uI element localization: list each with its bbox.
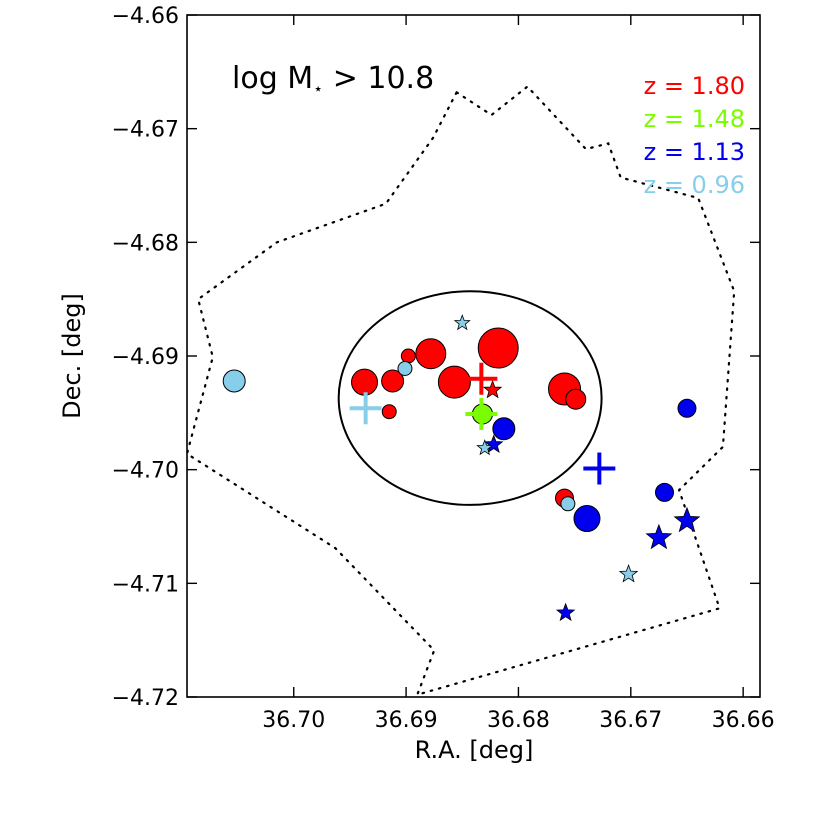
legend: z = 1.80 z = 1.48 z = 1.13 z = 0.96: [644, 72, 745, 199]
legend-entry-z113: z = 1.13: [644, 138, 745, 166]
legend-entry-z180: z = 1.80: [644, 72, 745, 100]
y-tick-label: −4.71: [112, 572, 179, 597]
center-cross-green: [465, 397, 498, 430]
y-tick-label: −4.72: [112, 686, 179, 711]
point-blue-star-19: [483, 434, 504, 453]
point-blue-star-18: [555, 602, 576, 622]
point-red-circle-6: [381, 404, 397, 420]
point-red-star-10: [482, 379, 503, 399]
legend-entry-z096: z = 0.96: [644, 171, 745, 199]
x-axis-label: R.A. [deg]: [415, 736, 534, 764]
point-red-circle-0: [477, 327, 519, 369]
y-tick-label: −4.67: [112, 118, 179, 143]
data-points-layer: [222, 314, 701, 622]
y-axis-label: Dec. [deg]: [58, 293, 86, 419]
point-blue-circle-14: [677, 398, 697, 418]
point-red-circle-8: [565, 388, 587, 410]
point-blue-star-16: [645, 523, 673, 550]
group-centers-layer: [349, 362, 616, 485]
point-blue-circle-15: [655, 482, 674, 502]
legend-entry-z148: z = 1.48: [644, 105, 745, 133]
center-cross-blue: [583, 452, 616, 485]
center-cross-red: [465, 362, 498, 395]
y-tick-label: −4.70: [112, 459, 179, 484]
point-red-circle-1: [415, 338, 447, 370]
point-lightblue-circle-22: [560, 496, 576, 512]
x-tick-label: 36.70: [262, 708, 325, 733]
mass-annotation: log M⋆ > 10.8: [232, 61, 434, 98]
y-tick-label: −4.68: [112, 231, 179, 256]
point-lightblue-circle-21: [397, 361, 413, 377]
ticks-layer: 36.70 36.69 36.68 36.67 36.66 −4.66 −4.67 −4.68…: [112, 4, 775, 733]
x-tick-label: 36.67: [599, 708, 662, 733]
region-ellipse-layer: [337, 290, 603, 506]
point-red-circle-3: [351, 368, 379, 396]
point-red-circle-5: [400, 348, 416, 364]
x-tick-label: 36.69: [375, 708, 438, 733]
point-blue-circle-12: [492, 417, 516, 441]
region-ellipse: [337, 290, 603, 506]
center-cross-lightblue: [349, 392, 382, 425]
y-tick-label: −4.69: [112, 345, 179, 370]
point-lightblue-star-24: [476, 439, 494, 456]
field-outline-layer: [185, 85, 736, 697]
point-red-circle-4: [381, 369, 405, 393]
x-tick-label: 36.68: [487, 708, 550, 733]
point-lightblue-star-25: [618, 563, 639, 583]
point-red-circle-2: [437, 365, 471, 399]
point-lightblue-circle-20: [222, 369, 246, 393]
y-tick-label: −4.66: [112, 4, 179, 29]
point-blue-star-17: [673, 506, 701, 533]
x-tick-label: 36.66: [712, 708, 775, 733]
field-outline: [185, 85, 736, 697]
point-lightblue-star-23: [453, 314, 471, 331]
point-blue-circle-13: [573, 505, 601, 533]
